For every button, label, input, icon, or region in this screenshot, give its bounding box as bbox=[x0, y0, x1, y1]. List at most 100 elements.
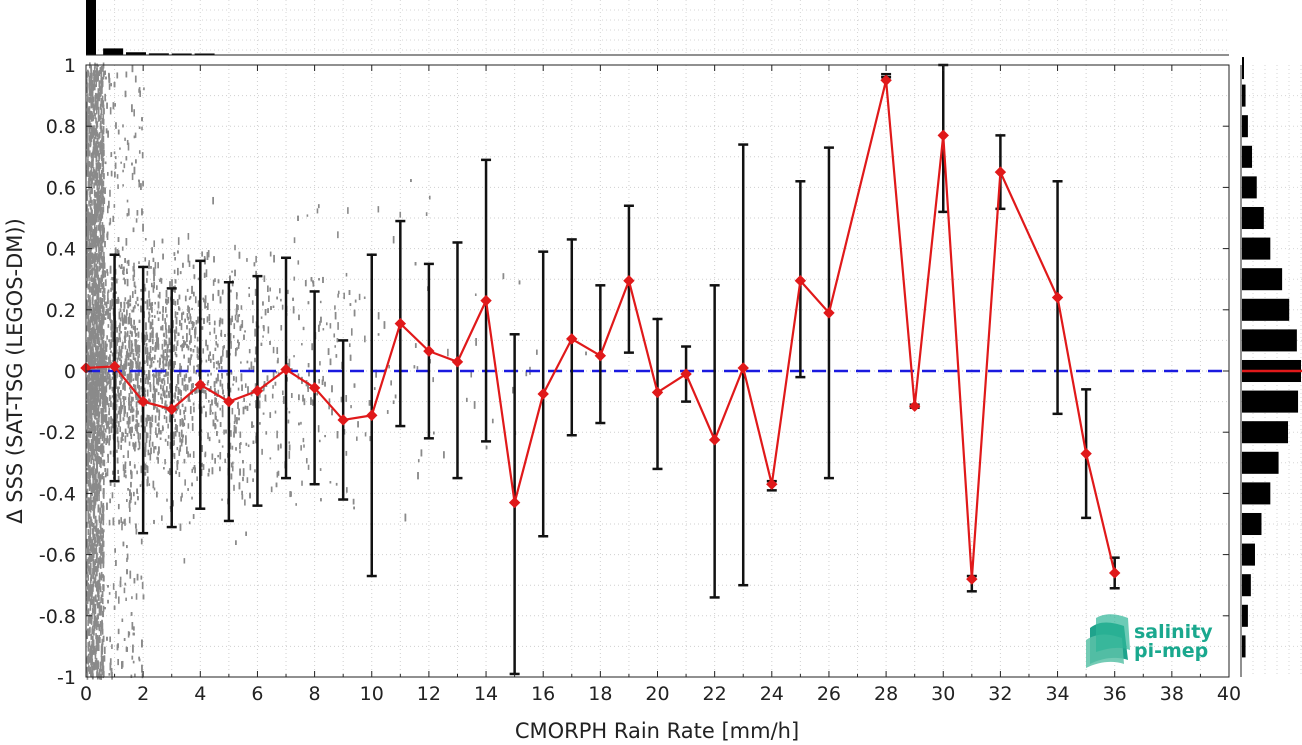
scatter-point bbox=[122, 541, 125, 547]
scatter-point bbox=[151, 247, 153, 254]
scatter-point bbox=[148, 262, 150, 269]
scatter-point bbox=[126, 569, 128, 575]
scatter-point bbox=[114, 103, 116, 107]
scatter-point bbox=[102, 282, 105, 285]
scatter-point bbox=[269, 340, 271, 345]
scatter-point bbox=[205, 411, 207, 418]
scatter-point bbox=[134, 325, 136, 331]
scatter-point bbox=[111, 492, 114, 499]
scatter-point bbox=[217, 373, 219, 382]
scatter-point bbox=[89, 277, 91, 282]
scatter-point bbox=[153, 519, 155, 524]
scatter-point bbox=[207, 250, 210, 258]
scatter-point bbox=[133, 443, 135, 450]
scatter-point bbox=[404, 513, 407, 522]
scatter-point bbox=[109, 265, 112, 274]
scatter-point bbox=[470, 370, 473, 378]
scatter-point bbox=[168, 337, 171, 346]
scatter-point bbox=[187, 305, 189, 312]
scatter-point bbox=[129, 429, 132, 436]
scatter-point bbox=[229, 333, 232, 342]
scatter-point bbox=[111, 282, 113, 286]
scatter-point bbox=[179, 271, 182, 275]
scatter-point bbox=[137, 422, 140, 428]
scatter-point bbox=[136, 429, 139, 434]
scatter-point bbox=[131, 104, 133, 113]
scatter-point bbox=[101, 359, 104, 366]
scatter-point bbox=[133, 166, 136, 175]
scatter-point bbox=[118, 395, 121, 399]
scatter-point bbox=[189, 406, 192, 415]
scatter-point bbox=[231, 465, 234, 472]
scatter-point bbox=[168, 325, 170, 330]
scatter-point bbox=[162, 427, 164, 431]
scatter-point bbox=[201, 463, 203, 467]
scatter-point bbox=[144, 287, 147, 292]
scatter-point bbox=[86, 217, 88, 224]
scatter-point bbox=[149, 435, 152, 441]
scatter-point bbox=[336, 338, 339, 343]
scatter-point bbox=[105, 385, 108, 393]
scatter-point bbox=[185, 373, 188, 379]
scatter-point bbox=[172, 443, 175, 446]
scatter-point bbox=[126, 271, 128, 274]
scatter-point bbox=[156, 341, 158, 348]
scatter-point bbox=[416, 366, 419, 370]
scatter-point bbox=[117, 440, 120, 447]
scatter-point bbox=[215, 334, 217, 340]
scatter-point bbox=[112, 102, 115, 110]
scatter-point bbox=[140, 424, 143, 428]
scatter-point bbox=[96, 334, 99, 341]
scatter-point bbox=[209, 331, 211, 336]
scatter-point bbox=[116, 457, 119, 464]
scatter-point bbox=[110, 426, 113, 433]
scatter-point bbox=[86, 432, 89, 435]
scatter-point bbox=[98, 277, 101, 284]
scatter-point bbox=[130, 340, 133, 344]
scatter-point bbox=[194, 296, 197, 304]
scatter-point bbox=[130, 481, 132, 488]
scatter-point bbox=[251, 421, 253, 428]
scatter-point bbox=[108, 407, 111, 415]
scatter-point bbox=[109, 312, 111, 321]
scatter-point bbox=[182, 262, 184, 268]
scatter-point bbox=[86, 146, 89, 153]
scatter-point bbox=[237, 305, 239, 310]
scatter-point bbox=[137, 432, 140, 440]
scatter-point bbox=[237, 387, 240, 391]
scatter-point bbox=[279, 443, 282, 449]
scatter-point bbox=[117, 129, 120, 135]
scatter-point bbox=[417, 459, 420, 463]
scatter-point bbox=[214, 388, 216, 396]
scatter-point bbox=[140, 288, 142, 292]
scatter-point bbox=[104, 270, 106, 278]
scatter-point bbox=[123, 396, 125, 402]
scatter-point bbox=[491, 418, 494, 424]
scatter-point bbox=[97, 431, 99, 438]
scatter-point bbox=[100, 501, 103, 508]
scatter-point bbox=[124, 371, 126, 377]
scatter-point bbox=[117, 237, 120, 242]
scatter-point bbox=[145, 343, 148, 347]
scatter-point bbox=[126, 499, 128, 502]
scatter-point bbox=[172, 414, 175, 418]
scatter-point bbox=[334, 311, 337, 320]
scatter-point bbox=[317, 204, 320, 209]
scatter-point bbox=[213, 381, 216, 388]
scatter-point bbox=[96, 431, 98, 438]
scatter-point bbox=[90, 101, 93, 109]
scatter-point bbox=[165, 306, 167, 313]
scatter-point bbox=[175, 384, 178, 388]
scatter-point bbox=[151, 441, 154, 447]
scatter-point bbox=[131, 596, 133, 600]
scatter-point bbox=[132, 306, 135, 313]
scatter-point bbox=[187, 345, 190, 351]
scatter-point bbox=[140, 575, 143, 580]
scatter-point bbox=[104, 301, 106, 306]
scatter-point bbox=[474, 293, 477, 296]
scatter-point bbox=[198, 348, 200, 354]
scatter-point bbox=[219, 322, 221, 325]
scatter-point bbox=[172, 368, 174, 372]
scatter-point bbox=[105, 76, 107, 80]
scatter-point bbox=[188, 521, 191, 525]
